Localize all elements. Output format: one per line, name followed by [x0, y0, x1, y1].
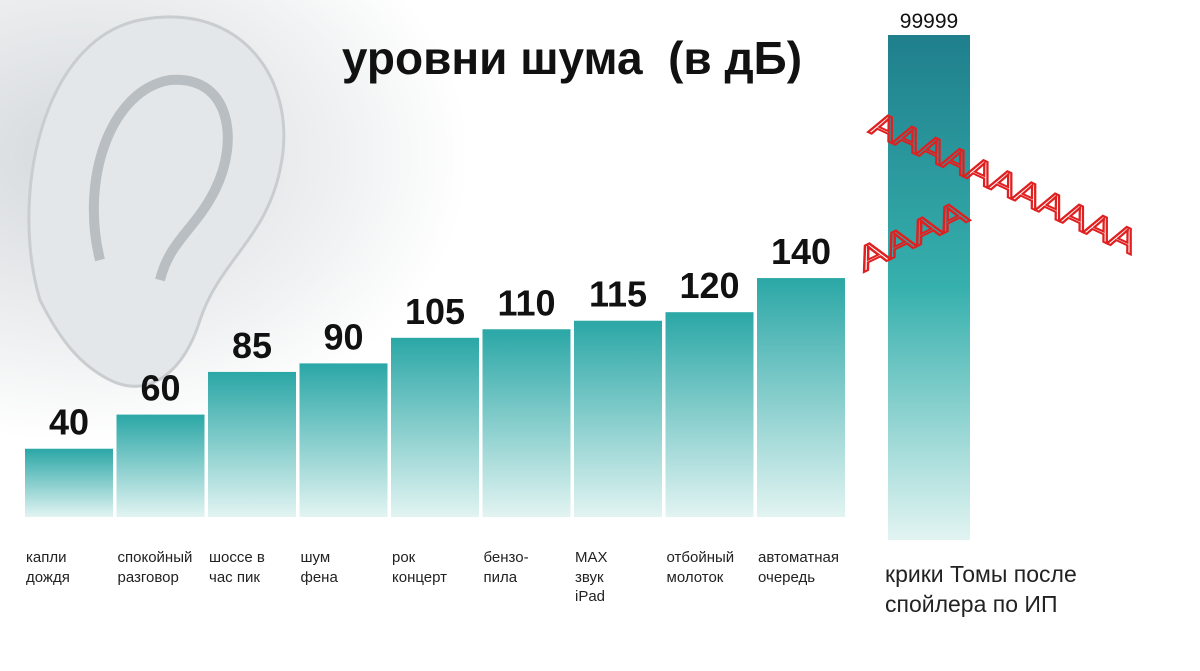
bar [888, 35, 970, 540]
bar [299, 363, 388, 517]
bar [574, 320, 662, 517]
category-label: крики Томы после спойлера по ИП [885, 561, 1077, 617]
category-label: капли дождя [26, 549, 70, 586]
value-label: 115 [589, 274, 647, 315]
value-label: 105 [405, 291, 465, 332]
ear-fold [88, 74, 233, 282]
value-label: 85 [232, 325, 272, 366]
category-label: автоматная очередь [758, 549, 839, 586]
value-label: 60 [140, 368, 180, 409]
value-label: 90 [323, 316, 363, 357]
value-label: 120 [679, 265, 739, 306]
category-label: спокойный разговор [117, 549, 193, 586]
value-label: 40 [49, 402, 89, 443]
chart-title: уровни шума (в дБ) [342, 32, 802, 84]
value-label: 110 [497, 282, 555, 323]
category-label: бензо- пила [483, 549, 529, 586]
category-label: рок концерт [392, 549, 448, 586]
bar [391, 337, 479, 517]
value-label: 140 [771, 231, 831, 272]
bar [757, 278, 845, 517]
bar [208, 371, 296, 517]
category-label: отбойный молоток [666, 549, 735, 586]
category-label: шум фена [300, 549, 338, 586]
bar [25, 448, 113, 517]
category-label: MAX звук iPad [575, 549, 608, 605]
bar [116, 414, 205, 517]
value-label: 99999 [900, 10, 958, 33]
bar [665, 312, 754, 517]
bar [482, 329, 571, 517]
category-label: шоссе в час пик [209, 549, 265, 586]
